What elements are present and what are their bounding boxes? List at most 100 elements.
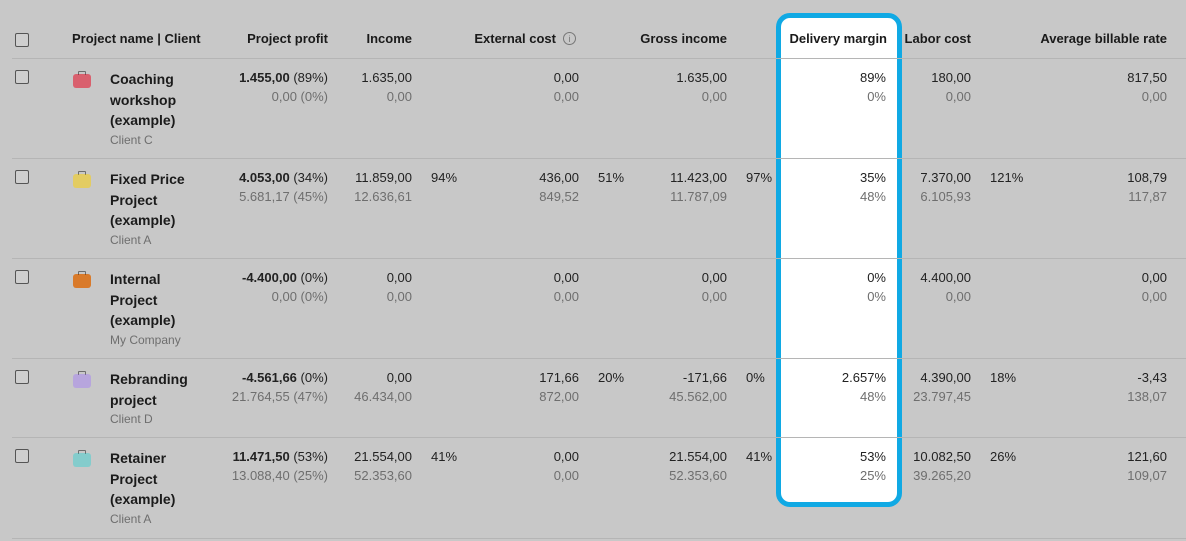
gross-income-budget: 0,00 <box>701 89 727 104</box>
briefcase-icon <box>73 450 91 467</box>
delivery-margin-budget: 48% <box>859 189 886 204</box>
gross-income-value: 21.554,00 <box>669 449 727 464</box>
row-checkbox[interactable] <box>15 370 29 384</box>
average-billable-rate-budget: 0,00 <box>1141 89 1167 104</box>
project-profit-budget: 21.764,55 (47%) <box>231 389 328 404</box>
income-percent: 41% <box>431 449 458 464</box>
project-name-link[interactable]: Retainer Project (example) <box>110 450 176 507</box>
project-profit-value: -4.561,66 (0%) <box>242 370 328 385</box>
project-name-link[interactable]: Coaching workshop (example) <box>110 71 177 128</box>
income-value: 1.635,00 <box>361 70 412 85</box>
profit-percent: (0%) <box>300 270 328 285</box>
gross-income-budget: 52.353,60 <box>669 468 727 483</box>
average-billable-rate-budget: 138,07 <box>1127 389 1167 404</box>
average-billable-rate-value: 108,79 <box>1127 170 1167 185</box>
labor-cost-value: 4.400,00 <box>920 270 971 285</box>
delivery-margin-budget: 0% <box>867 89 886 104</box>
labor-cost-percent: 26% <box>990 449 1017 464</box>
header-income[interactable]: Income <box>366 31 412 46</box>
delivery-margin-value: 89% <box>859 70 886 85</box>
project-profit-value: -4.400,00 (0%) <box>242 270 328 285</box>
external-cost-percent: 51% <box>598 170 625 185</box>
external-cost-budget: 0,00 <box>553 89 579 104</box>
income-budget: 0,00 <box>386 89 412 104</box>
row-divider <box>12 437 1186 438</box>
income-budget: 46.434,00 <box>354 389 412 404</box>
delivery-margin-budget: 0% <box>867 289 886 304</box>
labor-cost-value: 4.390,00 <box>920 370 971 385</box>
briefcase-icon <box>73 171 91 188</box>
external-cost-budget: 872,00 <box>539 389 579 404</box>
labor-cost-budget: 0,00 <box>945 289 971 304</box>
briefcase-icon <box>73 71 91 88</box>
project-name-link[interactable]: Rebranding project <box>110 371 188 408</box>
external-cost-value: 0,00 <box>553 70 579 85</box>
profit-amount: -4.561,66 <box>241 370 297 385</box>
delivery-margin-highlight <box>776 13 902 507</box>
row-divider <box>12 158 1186 159</box>
gross-income-percent: 41% <box>746 449 773 464</box>
delivery-margin-value: 0% <box>867 270 886 285</box>
profit-percent: (0%) <box>300 370 328 385</box>
average-billable-rate-budget: 109,07 <box>1127 468 1167 483</box>
project-profit-value: 4.053,00 (34%) <box>239 170 328 185</box>
income-value: 21.554,00 <box>354 449 412 464</box>
client-name: My Company <box>110 333 181 347</box>
profit-amount: 1.455,00 <box>239 70 290 85</box>
header-project-client[interactable]: Project name | Client <box>72 31 201 46</box>
profit-amount: 4.053,00 <box>239 170 290 185</box>
header-labor-cost[interactable]: Labor cost <box>904 31 971 46</box>
external-cost-value: 171,66 <box>539 370 579 385</box>
average-billable-rate-budget: 0,00 <box>1141 289 1167 304</box>
labor-cost-budget: 6.105,93 <box>920 189 971 204</box>
row-divider <box>12 358 1186 359</box>
row-checkbox[interactable] <box>15 270 29 284</box>
project-name-link[interactable]: Internal Project (example) <box>110 271 176 328</box>
info-icon[interactable]: i <box>563 32 576 45</box>
project-profit-budget: 0,00 (0%) <box>271 289 328 304</box>
gross-income-value: 0,00 <box>701 270 727 285</box>
income-budget: 12.636,61 <box>354 189 412 204</box>
labor-cost-value: 7.370,00 <box>920 170 971 185</box>
row-checkbox[interactable] <box>15 70 29 84</box>
row-divider <box>12 258 1186 259</box>
average-billable-rate-value: 0,00 <box>1141 270 1167 285</box>
header-average-billable-rate[interactable]: Average billable rate <box>1040 31 1167 46</box>
delivery-margin-budget: 48% <box>859 389 886 404</box>
client-name: Client C <box>110 133 153 147</box>
labor-cost-budget: 0,00 <box>945 89 971 104</box>
delivery-margin-value: 35% <box>859 170 886 185</box>
gross-income-percent: 97% <box>746 170 773 185</box>
client-name: Client A <box>110 233 152 247</box>
header-delivery-margin[interactable]: Delivery margin <box>789 31 887 46</box>
labor-cost-budget: 23.797,45 <box>913 389 971 404</box>
header-gross-income[interactable]: Gross income <box>640 31 727 46</box>
row-checkbox[interactable] <box>15 449 29 463</box>
labor-cost-percent: 18% <box>990 370 1017 385</box>
gross-income-percent: 0% <box>746 370 765 385</box>
briefcase-icon <box>73 271 91 288</box>
income-budget: 0,00 <box>386 289 412 304</box>
row-checkbox[interactable] <box>15 170 29 184</box>
gross-income-value: 1.635,00 <box>676 70 727 85</box>
external-cost-value: 0,00 <box>553 270 579 285</box>
gross-income-budget: 11.787,09 <box>670 189 727 204</box>
briefcase-icon <box>73 371 91 388</box>
delivery-margin-value: 53% <box>859 449 886 464</box>
average-billable-rate-value: 817,50 <box>1127 70 1167 85</box>
average-billable-rate-budget: 117,87 <box>1128 189 1167 204</box>
average-billable-rate-value: 121,60 <box>1127 449 1167 464</box>
client-name: Client A <box>110 512 152 526</box>
select-all-checkbox[interactable] <box>15 33 29 47</box>
profit-percent: (89%) <box>293 70 328 85</box>
project-profit-value: 1.455,00 (89%) <box>239 70 328 85</box>
row-divider <box>12 538 1186 539</box>
income-percent: 94% <box>431 170 458 185</box>
header-external-cost[interactable]: External cost <box>474 31 556 46</box>
profit-percent: (53%) <box>293 449 328 464</box>
delivery-margin-budget: 25% <box>859 468 886 483</box>
project-name-link[interactable]: Fixed Price Project (example) <box>110 171 185 228</box>
project-profit-budget: 0,00 (0%) <box>271 89 328 104</box>
header-project-profit[interactable]: Project profit <box>247 31 328 46</box>
delivery-margin-value: 2.657% <box>841 370 886 385</box>
